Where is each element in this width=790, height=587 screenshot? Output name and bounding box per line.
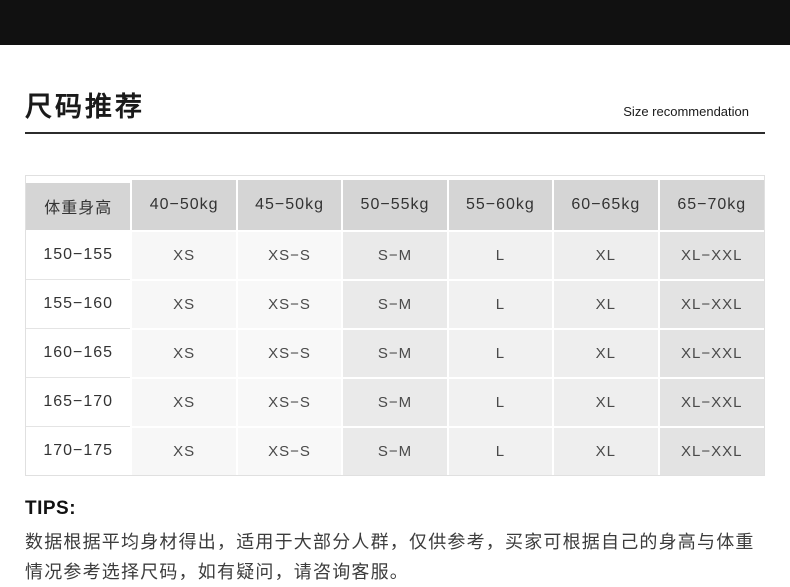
size-cell: XS — [131, 426, 238, 475]
size-cell: XS — [131, 377, 238, 428]
size-cell: XL — [553, 426, 660, 475]
column-header: 50−55kg — [342, 179, 449, 232]
row-height-cell: 150−155 — [26, 230, 133, 280]
size-cell: XL — [553, 377, 660, 428]
column-header: 45−50kg — [236, 179, 344, 232]
row-height-cell: 165−170 — [26, 377, 133, 427]
size-cell: L — [447, 230, 555, 281]
size-cell: XL — [553, 279, 660, 330]
size-cell: S−M — [342, 426, 449, 475]
top-divider-bar — [0, 0, 790, 45]
tips-title: TIPS: — [25, 497, 77, 519]
size-cell: L — [447, 377, 555, 428]
column-header: 体重身高 — [26, 176, 133, 232]
size-cell: XL−XXL — [658, 377, 764, 428]
size-cell: XS−S — [236, 426, 344, 475]
size-cell: S−M — [342, 328, 449, 379]
table-row: 155−160 XS XS−S S−M L XL XL−XXL — [26, 279, 764, 330]
row-height-cell: 160−165 — [26, 328, 133, 378]
row-height-cell: 155−160 — [26, 279, 133, 329]
size-cell: XS−S — [236, 377, 344, 428]
size-cell: L — [447, 426, 555, 475]
row-height-cell: 170−175 — [26, 426, 133, 475]
size-cell: L — [447, 328, 555, 379]
column-header: 60−65kg — [553, 179, 660, 232]
column-header: 65−70kg — [658, 179, 764, 232]
size-table: 体重身高 40−50kg 45−50kg 50−55kg 55−60kg 60−65kg 6… — [26, 176, 764, 475]
size-cell: XL−XXL — [658, 279, 764, 330]
size-cell: XS — [131, 230, 238, 281]
size-cell: XL−XXL — [658, 230, 764, 281]
tips-body: 数据根据平均身材得出，适用于大部分人群，仅供参考，买家可根据自己的身高与体重情况… — [25, 531, 755, 582]
size-cell: XS — [131, 279, 238, 330]
size-cell: XS — [131, 328, 238, 379]
section-header: 尺码推荐 Size recommendation — [25, 92, 765, 134]
size-cell: XS−S — [236, 328, 344, 379]
size-cell: XL−XXL — [658, 426, 764, 475]
size-cell: XL−XXL — [658, 328, 764, 379]
size-cell: XS−S — [236, 279, 344, 330]
size-cell: S−M — [342, 230, 449, 281]
column-header: 55−60kg — [447, 179, 555, 232]
size-table-body: 150−155 XS XS−S S−M L XL XL−XXL 155−160 XS XS−S S−… — [26, 230, 764, 475]
page-title: 尺码推荐 — [25, 92, 145, 122]
size-cell: XL — [553, 328, 660, 379]
table-header-row: 体重身高 40−50kg 45−50kg 50−55kg 55−60kg 60−65kg 6… — [26, 176, 764, 232]
column-header: 40−50kg — [131, 179, 238, 232]
size-cell: S−M — [342, 279, 449, 330]
size-cell: XL — [553, 230, 660, 281]
size-cell: S−M — [342, 377, 449, 428]
size-cell: L — [447, 279, 555, 330]
size-cell: XS−S — [236, 230, 344, 281]
page-subtitle: Size recommendation — [623, 104, 749, 119]
table-row: 150−155 XS XS−S S−M L XL XL−XXL — [26, 230, 764, 281]
size-recommendation-section: 尺码推荐 Size recommendation 体重身高 40−50kg 45−5… — [0, 92, 790, 587]
table-row: 165−170 XS XS−S S−M L XL XL−XXL — [26, 377, 764, 428]
table-row: 160−165 XS XS−S S−M L XL XL−XXL — [26, 328, 764, 379]
table-row: 170−175 XS XS−S S−M L XL XL−XXL — [26, 426, 764, 475]
tips-section: TIPS: 数据根据平均身材得出，适用于大部分人群，仅供参考，买家可根据自己的身… — [25, 498, 765, 587]
size-table-wrapper: 体重身高 40−50kg 45−50kg 50−55kg 55−60kg 60−65kg 6… — [25, 175, 765, 476]
